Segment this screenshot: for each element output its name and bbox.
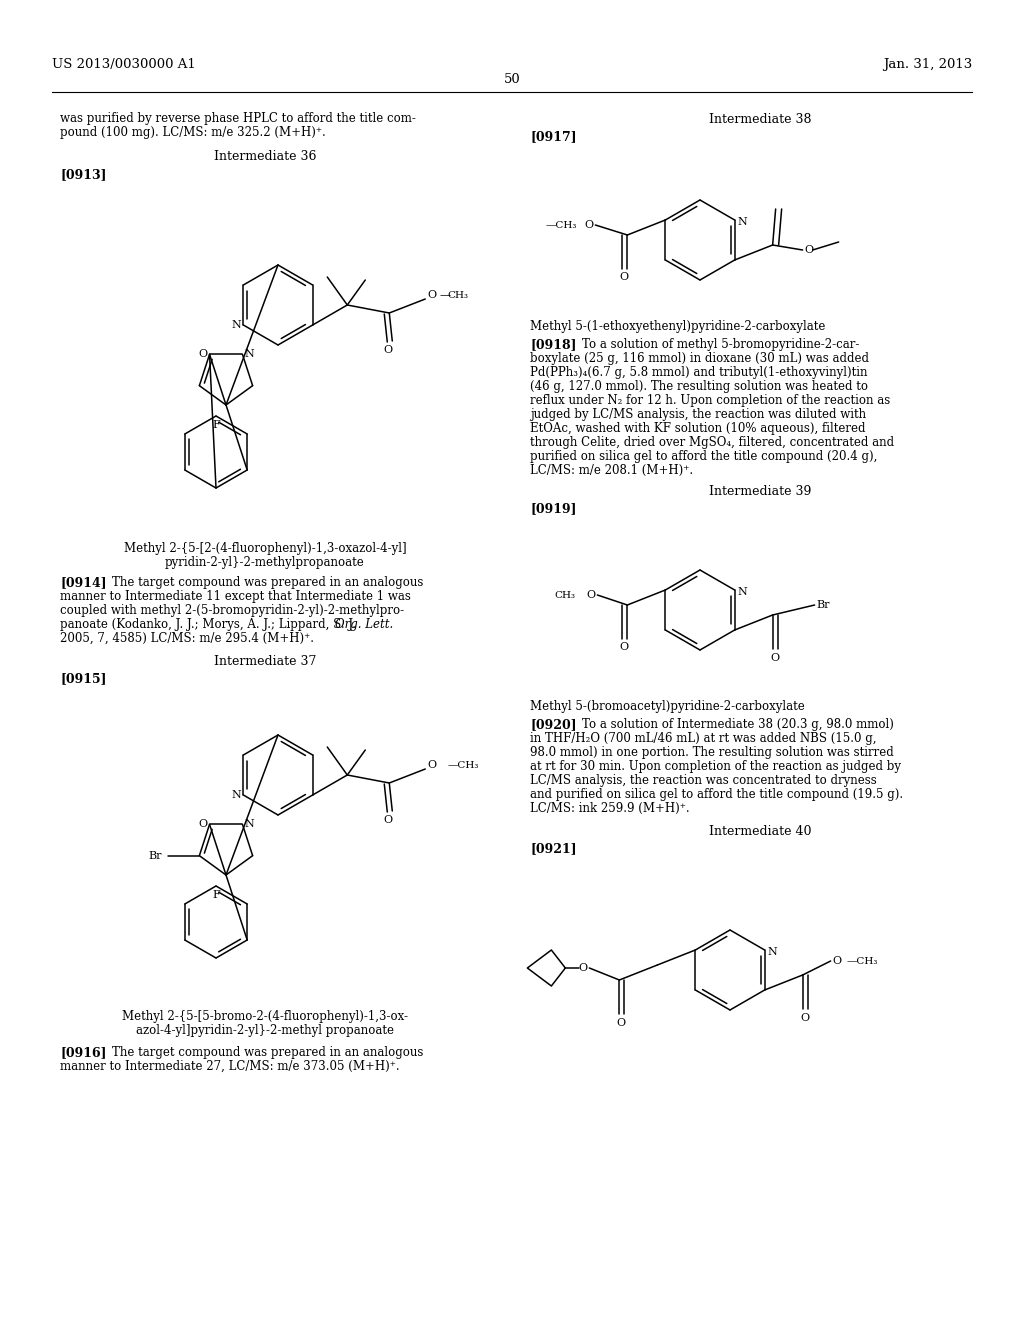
Text: Br: Br [148,850,163,861]
Text: US 2013/0030000 A1: US 2013/0030000 A1 [52,58,196,71]
Text: [0916]: [0916] [60,1045,106,1059]
Text: To a solution of methyl 5-bromopyridine-2-car-: To a solution of methyl 5-bromopyridine-… [582,338,859,351]
Text: O: O [620,272,629,282]
Text: LC/MS: ink 259.9 (M+H)⁺.: LC/MS: ink 259.9 (M+H)⁺. [530,803,689,814]
Text: Pd(PPh₃)₄(6.7 g, 5.8 mmol) and tributyl(1-ethoxyvinyl)tin: Pd(PPh₃)₄(6.7 g, 5.8 mmol) and tributyl(… [530,366,867,379]
Text: Methyl 5-(bromoacetyl)pyridine-2-carboxylate: Methyl 5-(bromoacetyl)pyridine-2-carboxy… [530,700,805,713]
Text: purified on silica gel to afford the title compound (20.4 g),: purified on silica gel to afford the tit… [530,450,878,463]
Text: O: O [833,956,842,966]
Text: EtOAc, washed with KF solution (10% aqueous), filtered: EtOAc, washed with KF solution (10% aque… [530,422,865,436]
Text: through Celite, dried over MgSO₄, filtered, concentrated and: through Celite, dried over MgSO₄, filter… [530,436,894,449]
Text: The target compound was prepared in an analogous: The target compound was prepared in an a… [112,1045,423,1059]
Text: [0917]: [0917] [530,129,577,143]
Text: Jan. 31, 2013: Jan. 31, 2013 [883,58,972,71]
Text: pyridin-2-yl}-2-methylpropanoate: pyridin-2-yl}-2-methylpropanoate [165,556,365,569]
Text: —CH₃: —CH₃ [447,760,478,770]
Text: Intermediate 39: Intermediate 39 [709,484,811,498]
Text: judged by LC/MS analysis, the reaction was diluted with: judged by LC/MS analysis, the reaction w… [530,408,866,421]
Text: O: O [579,964,588,973]
Text: O: O [427,290,436,300]
Text: at rt for 30 min. Upon completion of the reaction as judged by: at rt for 30 min. Upon completion of the… [530,760,901,774]
Text: The target compound was prepared in an analogous: The target compound was prepared in an a… [112,576,423,589]
Text: Intermediate 38: Intermediate 38 [709,114,811,125]
Text: [0913]: [0913] [60,168,106,181]
Text: O: O [427,760,436,770]
Text: 50: 50 [504,73,520,86]
Text: O: O [770,653,779,663]
Text: O: O [586,590,595,601]
Text: CH₃: CH₃ [554,590,575,599]
Text: in THF/H₂O (700 mL/46 mL) at rt was added NBS (15.0 g,: in THF/H₂O (700 mL/46 mL) at rt was adde… [530,733,877,744]
Text: O: O [616,1018,626,1028]
Text: N: N [768,946,777,957]
Text: F: F [212,890,220,900]
Text: LC/MS analysis, the reaction was concentrated to dryness: LC/MS analysis, the reaction was concent… [530,774,877,787]
Text: O: O [384,345,393,355]
Text: O: O [620,642,629,652]
Text: LC/MS: m/e 208.1 (M+H)⁺.: LC/MS: m/e 208.1 (M+H)⁺. [530,465,693,477]
Text: [0914]: [0914] [60,576,106,589]
Text: N: N [737,587,748,597]
Text: O: O [199,820,208,829]
Text: manner to Intermediate 27, LC/MS: m/e 373.05 (M+H)⁺.: manner to Intermediate 27, LC/MS: m/e 37… [60,1060,399,1073]
Text: —CH₃: —CH₃ [847,957,878,965]
Text: N: N [231,319,242,330]
Text: reflux under N₂ for 12 h. Upon completion of the reaction as: reflux under N₂ for 12 h. Upon completio… [530,393,890,407]
Text: Intermediate 40: Intermediate 40 [709,825,811,838]
Text: CH₃: CH₃ [447,290,468,300]
Text: boxylate (25 g, 116 mmol) in dioxane (30 mL) was added: boxylate (25 g, 116 mmol) in dioxane (30… [530,352,869,366]
Text: —CH₃: —CH₃ [546,220,578,230]
Text: manner to Intermediate 11 except that Intermediate 1 was: manner to Intermediate 11 except that In… [60,590,411,603]
Text: N: N [231,789,242,800]
Text: Br: Br [817,601,830,610]
Text: To a solution of Intermediate 38 (20.3 g, 98.0 mmol): To a solution of Intermediate 38 (20.3 g… [582,718,894,731]
Text: 2005, 7, 4585) LC/MS: m/e 295.4 (M+H)⁺.: 2005, 7, 4585) LC/MS: m/e 295.4 (M+H)⁺. [60,632,314,645]
Text: [0915]: [0915] [60,672,106,685]
Text: Methyl 2-{5-[2-(4-fluorophenyl)-1,3-oxazol-4-yl]: Methyl 2-{5-[2-(4-fluorophenyl)-1,3-oxaz… [124,543,407,554]
Text: Org. Lett.: Org. Lett. [335,618,393,631]
Text: N: N [737,216,748,227]
Text: O: O [805,246,814,255]
Text: O: O [384,814,393,825]
Text: N: N [245,820,254,829]
Text: —: — [439,290,451,300]
Text: F: F [212,420,220,430]
Text: and purified on silica gel to afford the title compound (19.5 g).: and purified on silica gel to afford the… [530,788,903,801]
Text: Methyl 2-{5-[5-bromo-2-(4-fluorophenyl)-1,3-ox-: Methyl 2-{5-[5-bromo-2-(4-fluorophenyl)-… [122,1010,408,1023]
Text: N: N [245,350,254,359]
Text: Intermediate 37: Intermediate 37 [214,655,316,668]
Text: O: O [585,220,593,230]
Text: [0919]: [0919] [530,502,577,515]
Text: [0921]: [0921] [530,842,577,855]
Text: panoate (Kodanko, J. J.; Morys, A. J.; Lippard, S. J.: panoate (Kodanko, J. J.; Morys, A. J.; L… [60,618,359,631]
Text: azol-4-yl]pyridin-2-yl}-2-methyl propanoate: azol-4-yl]pyridin-2-yl}-2-methyl propano… [136,1024,394,1038]
Text: pound (100 mg). LC/MS: m/e 325.2 (M+H)⁺.: pound (100 mg). LC/MS: m/e 325.2 (M+H)⁺. [60,125,326,139]
Text: (46 g, 127.0 mmol). The resulting solution was heated to: (46 g, 127.0 mmol). The resulting soluti… [530,380,868,393]
Text: O: O [800,1012,809,1023]
Text: [0918]: [0918] [530,338,577,351]
Text: [0920]: [0920] [530,718,577,731]
Text: Intermediate 36: Intermediate 36 [214,150,316,162]
Text: 98.0 mmol) in one portion. The resulting solution was stirred: 98.0 mmol) in one portion. The resulting… [530,746,894,759]
Text: Methyl 5-(1-ethoxyethenyl)pyridine-2-carboxylate: Methyl 5-(1-ethoxyethenyl)pyridine-2-car… [530,319,825,333]
Text: coupled with methyl 2-(5-bromopyridin-2-yl)-2-methylpro-: coupled with methyl 2-(5-bromopyridin-2-… [60,605,404,616]
Text: O: O [199,350,208,359]
Text: was purified by reverse phase HPLC to afford the title com-: was purified by reverse phase HPLC to af… [60,112,416,125]
